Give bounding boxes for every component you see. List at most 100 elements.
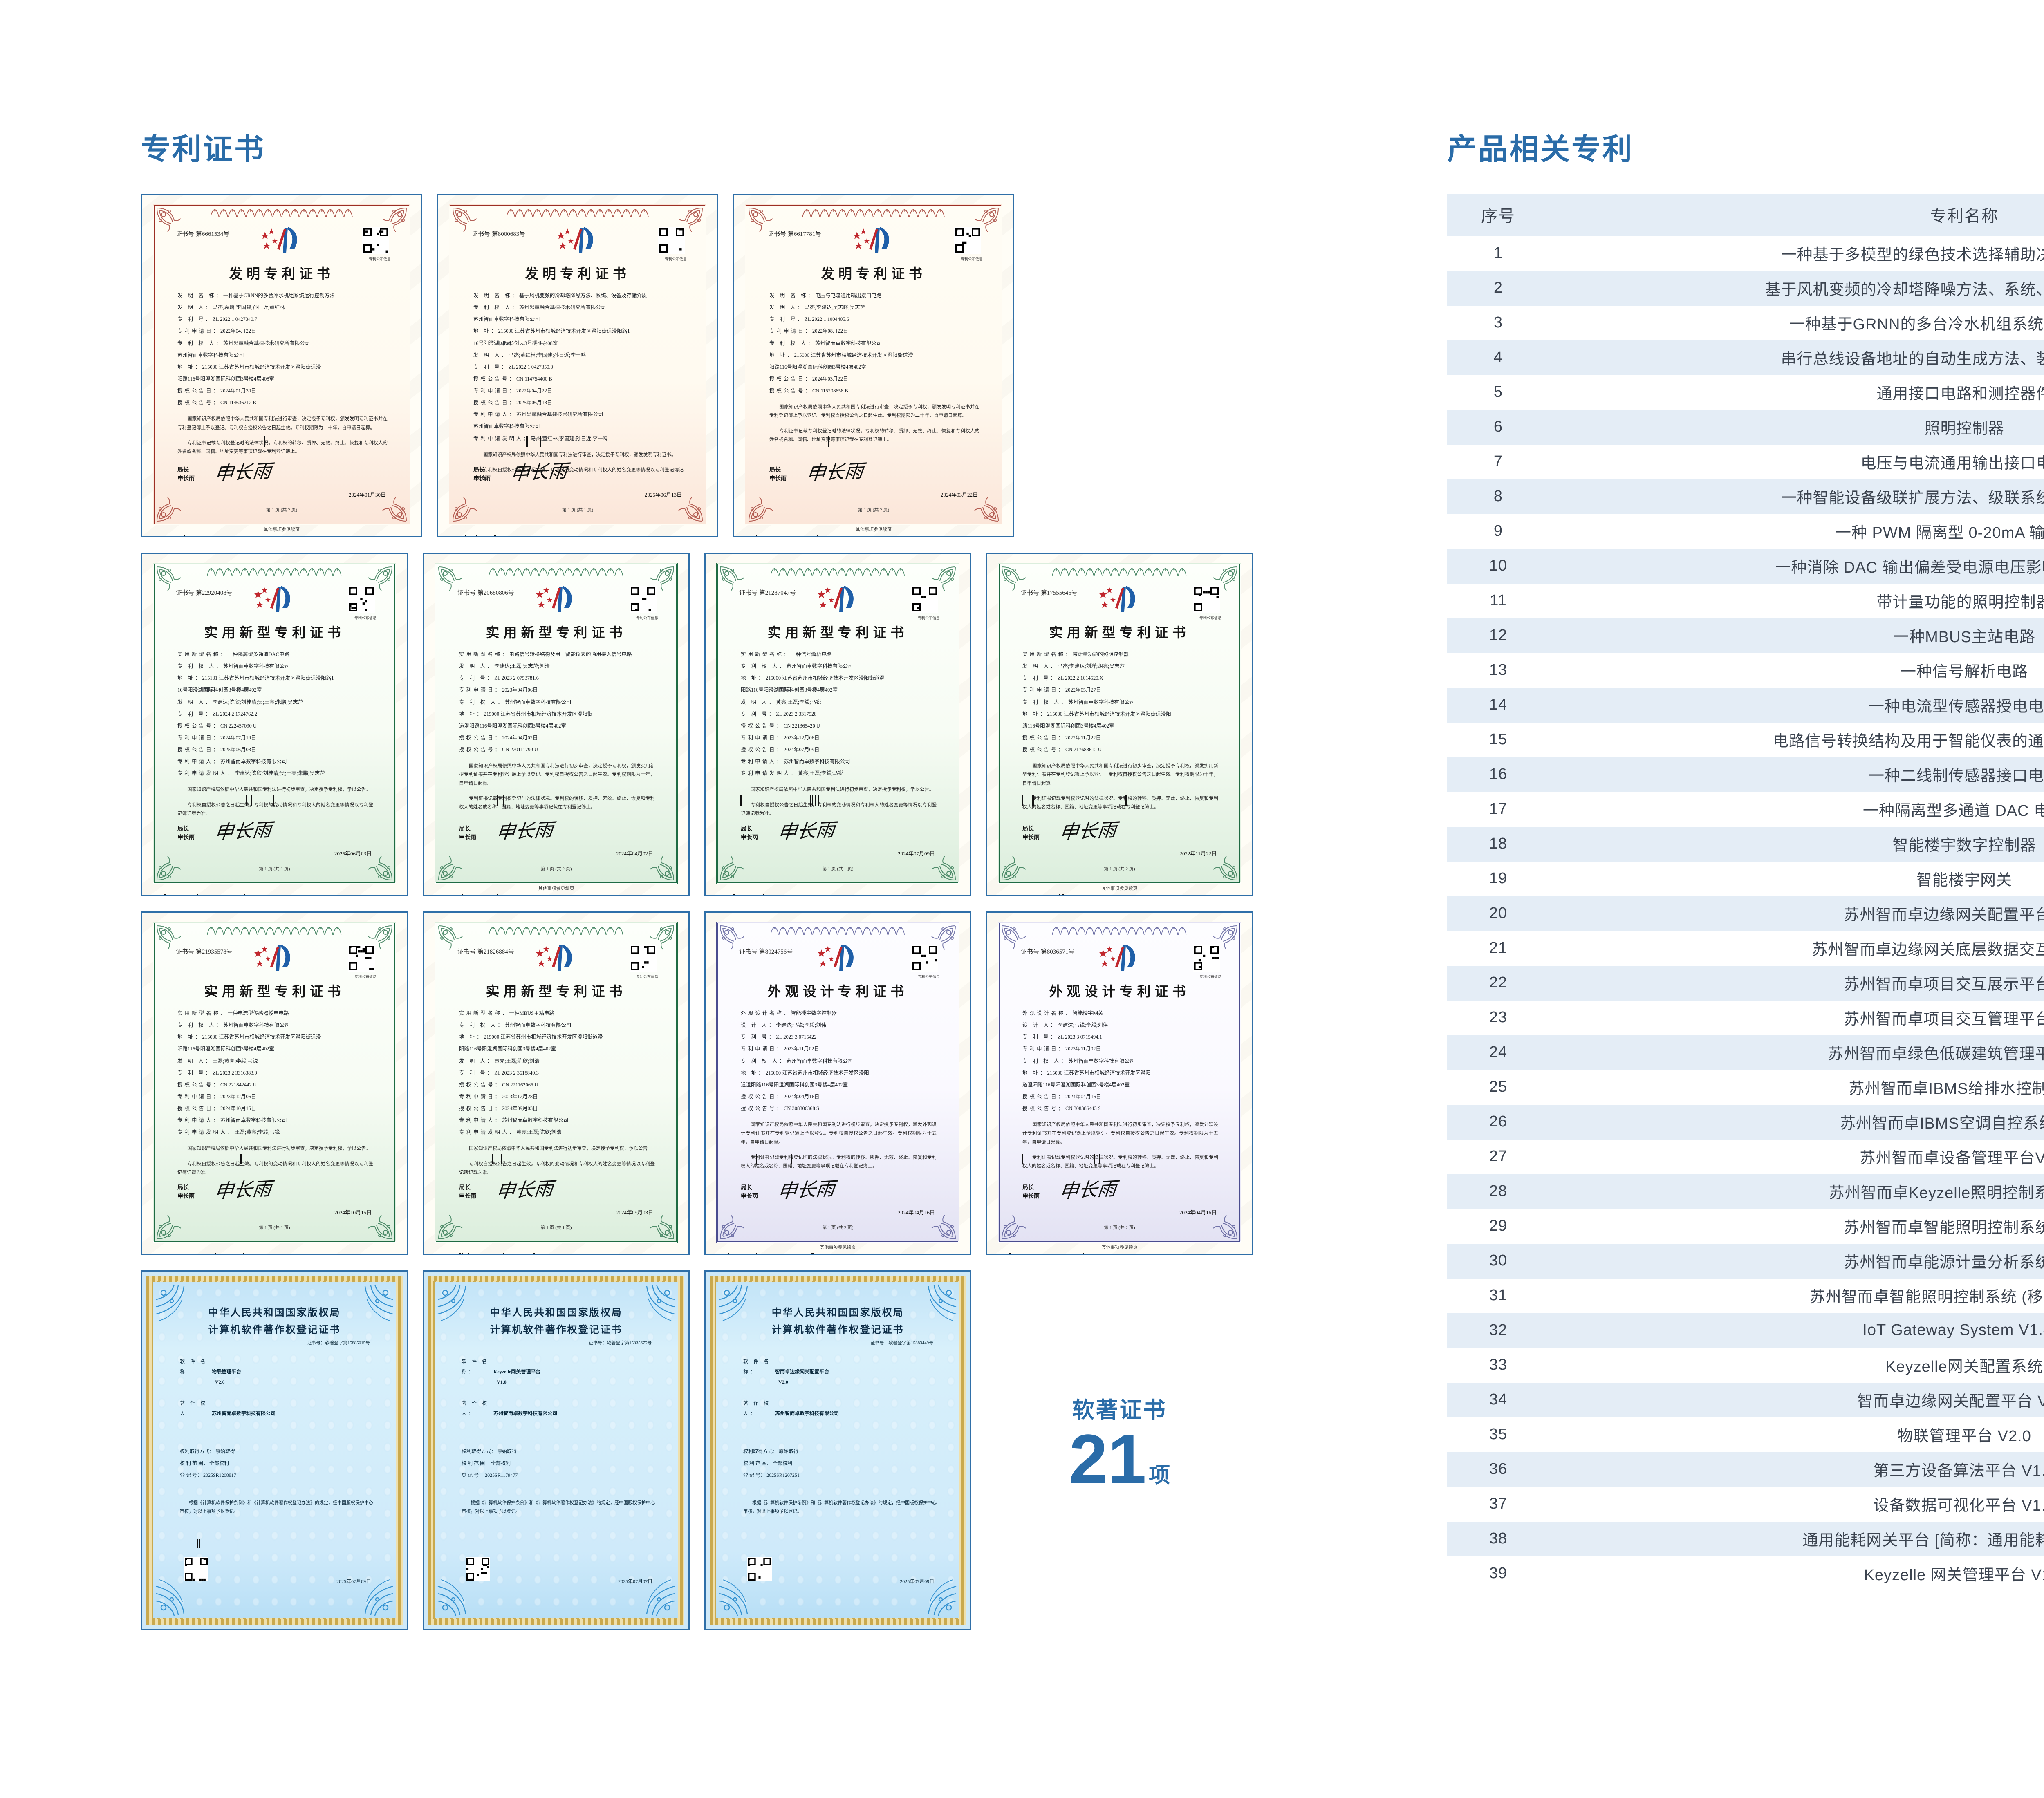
certificate-card[interactable]: CNIPA CNIPA CNIPA xyxy=(986,553,1253,896)
qr-code-icon[interactable] xyxy=(348,586,375,613)
director-name: 申长雨 xyxy=(1022,835,1040,841)
certificate-title: 实用新型专利证书 xyxy=(1049,626,1190,640)
cell-patent-name: 通用接口电路和测控器件 xyxy=(1549,375,2044,410)
qr-code-icon[interactable] xyxy=(630,586,657,613)
ornament-corner-icon xyxy=(645,851,675,882)
qr-code-icon[interactable] xyxy=(184,1557,208,1581)
cell-patent-index: 35 xyxy=(1447,1417,1549,1452)
barcode-icon xyxy=(1022,795,1128,806)
cert-field-label: 授权公告日： xyxy=(741,1093,784,1099)
software-owner-row: 著 作 权 人： 苏州智而卓数字科技有限公司 xyxy=(743,1400,839,1416)
handwritten-signature: 申长雨 xyxy=(213,819,273,843)
certificate-card[interactable]: CNIPA CNIPA CNIPA xyxy=(704,553,971,896)
ornament-top-band xyxy=(770,564,905,577)
qr-code-icon[interactable] xyxy=(362,227,389,254)
qr-code-icon[interactable] xyxy=(911,945,938,972)
table-row: 23苏州智而卓项目交互管理平台V1.0软著 xyxy=(1447,1001,2044,1035)
qr-code-icon[interactable] xyxy=(1193,945,1220,972)
cert-field: 专 利 号：ZL 2022 1 0427350.0 xyxy=(473,361,684,373)
qr-code-icon[interactable] xyxy=(466,1557,491,1581)
cert-field: 道澄阳路116号阳澄湖国际科创园3号楼4层402室 xyxy=(459,723,567,729)
bottom-barcode-icon xyxy=(460,535,563,536)
cert-field-label: 专 利 权 人： xyxy=(177,340,223,346)
cell-patent-name: 苏州智而卓设备管理平台V1.0 xyxy=(1549,1140,2044,1174)
table-row: 15电路信号转换结构及用于智能仪表的通用接入信号电路实用新型 xyxy=(1447,723,2044,757)
certificate-card[interactable]: CNIPA CNIPA CNIPA xyxy=(733,194,1014,537)
certificate-frame: 证书号 第22920408号 专利公布信息 实用新型专利证书 实用新型名称：一种… xyxy=(153,563,396,884)
qr-code-icon[interactable] xyxy=(630,945,657,972)
cert-field-label: 专 利 号： xyxy=(1022,1034,1058,1040)
certificate-card[interactable]: CNIPA CNIPA CNIPA xyxy=(423,553,690,896)
software-issue-date: 2025年07月09日 xyxy=(336,1579,371,1584)
cert-field-label: 专 利 号： xyxy=(741,1034,776,1040)
qr-code-icon[interactable] xyxy=(911,586,938,613)
table-row: 6照明控制器发明 xyxy=(1447,410,2044,445)
cert-field-label: 地 址： xyxy=(177,1034,202,1040)
cell-patent-index: 14 xyxy=(1447,688,1549,723)
software-copyright-certificate[interactable]: 中华人民共和国国家版权局 计算机软件著作权登记证书 证书号：软著登字第158356… xyxy=(423,1270,690,1630)
certificate-fields: 实用新型名称：一种信号解析电路专 利 权 人：苏州智而卓数字科技有限公司地 址：… xyxy=(741,649,937,818)
director-label: 局长 xyxy=(459,1184,471,1191)
cert-field: 授权公告号：CN 308386443 S xyxy=(1022,1103,1218,1114)
cert-field-label: 授权公告号： xyxy=(741,723,784,729)
certificate-fields: 实用新型名称：一种电流型传感器授电电路专 利 权 人：苏州智而卓数字科技有限公司… xyxy=(177,1008,373,1177)
cert-field: 授权公告日：2024年10月15日 xyxy=(177,1103,373,1114)
certificate-card[interactable]: CNIPA CNIPA CNIPA xyxy=(423,911,690,1255)
qr-code-icon[interactable] xyxy=(954,227,981,254)
cell-patent-index: 8 xyxy=(1447,479,1549,514)
qr-code-icon[interactable] xyxy=(348,945,375,972)
certificate-paragraph: 国家知识产权局依照中华人民共和国专利法进行初步审查，决定授予专利权，予以公告。 xyxy=(187,1146,371,1151)
cert-field: 地 址：215000 江苏省苏州市相城经济技术开发区澄阳街道澄 xyxy=(177,361,388,373)
cert-field-label: 专 利 号： xyxy=(741,711,776,717)
software-copyright-certificate[interactable]: 中华人民共和国国家版权局 计算机软件著作权登记证书 证书号：软著登字第158850… xyxy=(141,1270,408,1630)
table-body: 1一种基于多模型的绿色技术选择辅助决策方法和系统发明2基于风机变频的冷却塔降噪方… xyxy=(1447,236,2044,1591)
cert-field-label: 发 明 人： xyxy=(177,1058,213,1064)
ornament-corner-icon xyxy=(645,924,675,954)
certificate-card[interactable]: CNIPA CNIPA CNIPA xyxy=(986,911,1253,1255)
qr-code-icon[interactable] xyxy=(1193,586,1220,613)
software-copyright-certificate[interactable]: 中华人民共和国国家版权局 计算机软件著作权登记证书 证书号：软著登字第158834… xyxy=(704,1270,972,1630)
cert-field-label: 授权公告号： xyxy=(459,1081,502,1088)
issue-date: 2024年04月02日 xyxy=(616,851,653,857)
qr-code-icon[interactable] xyxy=(747,1557,772,1581)
cert-field-label: 授权公告号： xyxy=(177,400,221,406)
column-header-index: 序号 xyxy=(1447,194,1549,236)
cert-field: 设 计 人：李建达;马锐;李毅;刘伟 xyxy=(741,1019,937,1031)
cert-field: 专利申请人：苏州智而卓数字科技有限公司 xyxy=(459,1115,655,1126)
certificate-page-mark: 第 1 页 (共 1 页) xyxy=(259,1225,290,1230)
cert-field-label: 实用新型名称： xyxy=(177,1010,228,1016)
certificate-card[interactable]: CNIPA CNIPA CNIPA xyxy=(141,911,408,1255)
cert-field: 专利申请人：苏州智而卓数字科技有限公司 xyxy=(177,1115,373,1126)
cell-patent-index: 24 xyxy=(1447,1035,1549,1070)
certificate-card[interactable]: CNIPA CNIPA CNIPA xyxy=(141,553,408,896)
cnipa-emblem-icon xyxy=(534,942,579,974)
certificate-row: CNIPA CNIPA CNIPA xyxy=(141,911,1253,1255)
cert-field: 授权公告号：CN 220111799 U xyxy=(459,744,655,755)
certificate-card[interactable]: CNIPA CNIPA CNIPA xyxy=(437,194,718,537)
certificate-number: 证书号 第8036571号 xyxy=(1021,949,1075,955)
certificate-card[interactable]: CNIPA CNIPA CNIPA xyxy=(141,194,422,537)
table-row: 30苏州智而卓能源计量分析系统V1.0软著 xyxy=(1447,1244,2044,1279)
cert-field-label: 授权公告号： xyxy=(1022,747,1066,752)
cert-field: 专 利 权 人：苏州智而卓数字科技有限公司 xyxy=(459,1019,655,1031)
cert-field: 地 址：215000 江苏省苏州市相城经济技术开发区澄阳街道澄 xyxy=(459,1031,655,1043)
cert-field-label: 专利申请发明人： xyxy=(741,770,798,777)
cert-field-label: 授权公告日： xyxy=(177,747,221,752)
issue-date: 2022年11月22日 xyxy=(1179,851,1217,857)
cell-patent-name: 苏州智而卓边缘网关配置平台V1.0 xyxy=(1549,896,2044,931)
cert-field: 专 利 权 人：苏州智而卓数字科技有限公司 xyxy=(459,696,655,708)
registration-number-row: 登 记 号： 2025SR1207251 xyxy=(743,1472,800,1478)
registration-number-row: 登 记 号： 2025SR1208817 xyxy=(180,1472,236,1478)
director-signature-block: 局长 申长雨 xyxy=(1022,825,1040,842)
cert-field-label: 专利申请日： xyxy=(177,1093,221,1099)
certificate-card[interactable]: CNIPA CNIPA CNIPA xyxy=(704,911,971,1255)
director-name: 申长雨 xyxy=(177,1193,195,1200)
certificate-number: 证书号 第17555645号 xyxy=(1021,590,1078,596)
cert-field-label: 专 利 权 人： xyxy=(177,663,223,669)
cert-field: 发 明 名 称：基于风机变频的冷却塔降噪方法、系统、设备及存储介质 xyxy=(473,290,684,301)
certificate-title: 外观设计专利证书 xyxy=(767,985,908,999)
qr-code-icon[interactable] xyxy=(658,227,685,254)
